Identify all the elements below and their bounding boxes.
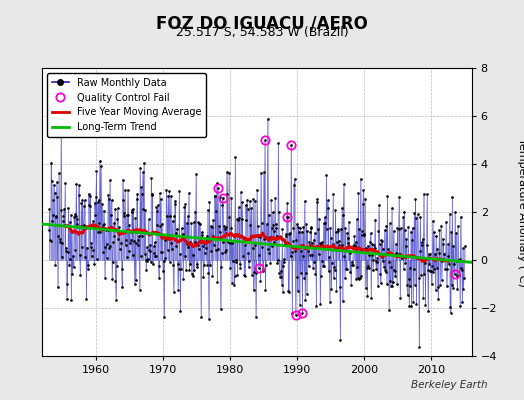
- Text: 25.517 S, 54.583 W (Brazil): 25.517 S, 54.583 W (Brazil): [176, 26, 348, 39]
- Text: Berkeley Earth: Berkeley Earth: [411, 380, 487, 390]
- Y-axis label: Temperature Anomaly (°C): Temperature Anomaly (°C): [517, 138, 524, 286]
- Legend: Raw Monthly Data, Quality Control Fail, Five Year Moving Average, Long-Term Tren: Raw Monthly Data, Quality Control Fail, …: [47, 73, 206, 137]
- Text: FOZ DO IGUACU /AERO: FOZ DO IGUACU /AERO: [156, 14, 368, 32]
